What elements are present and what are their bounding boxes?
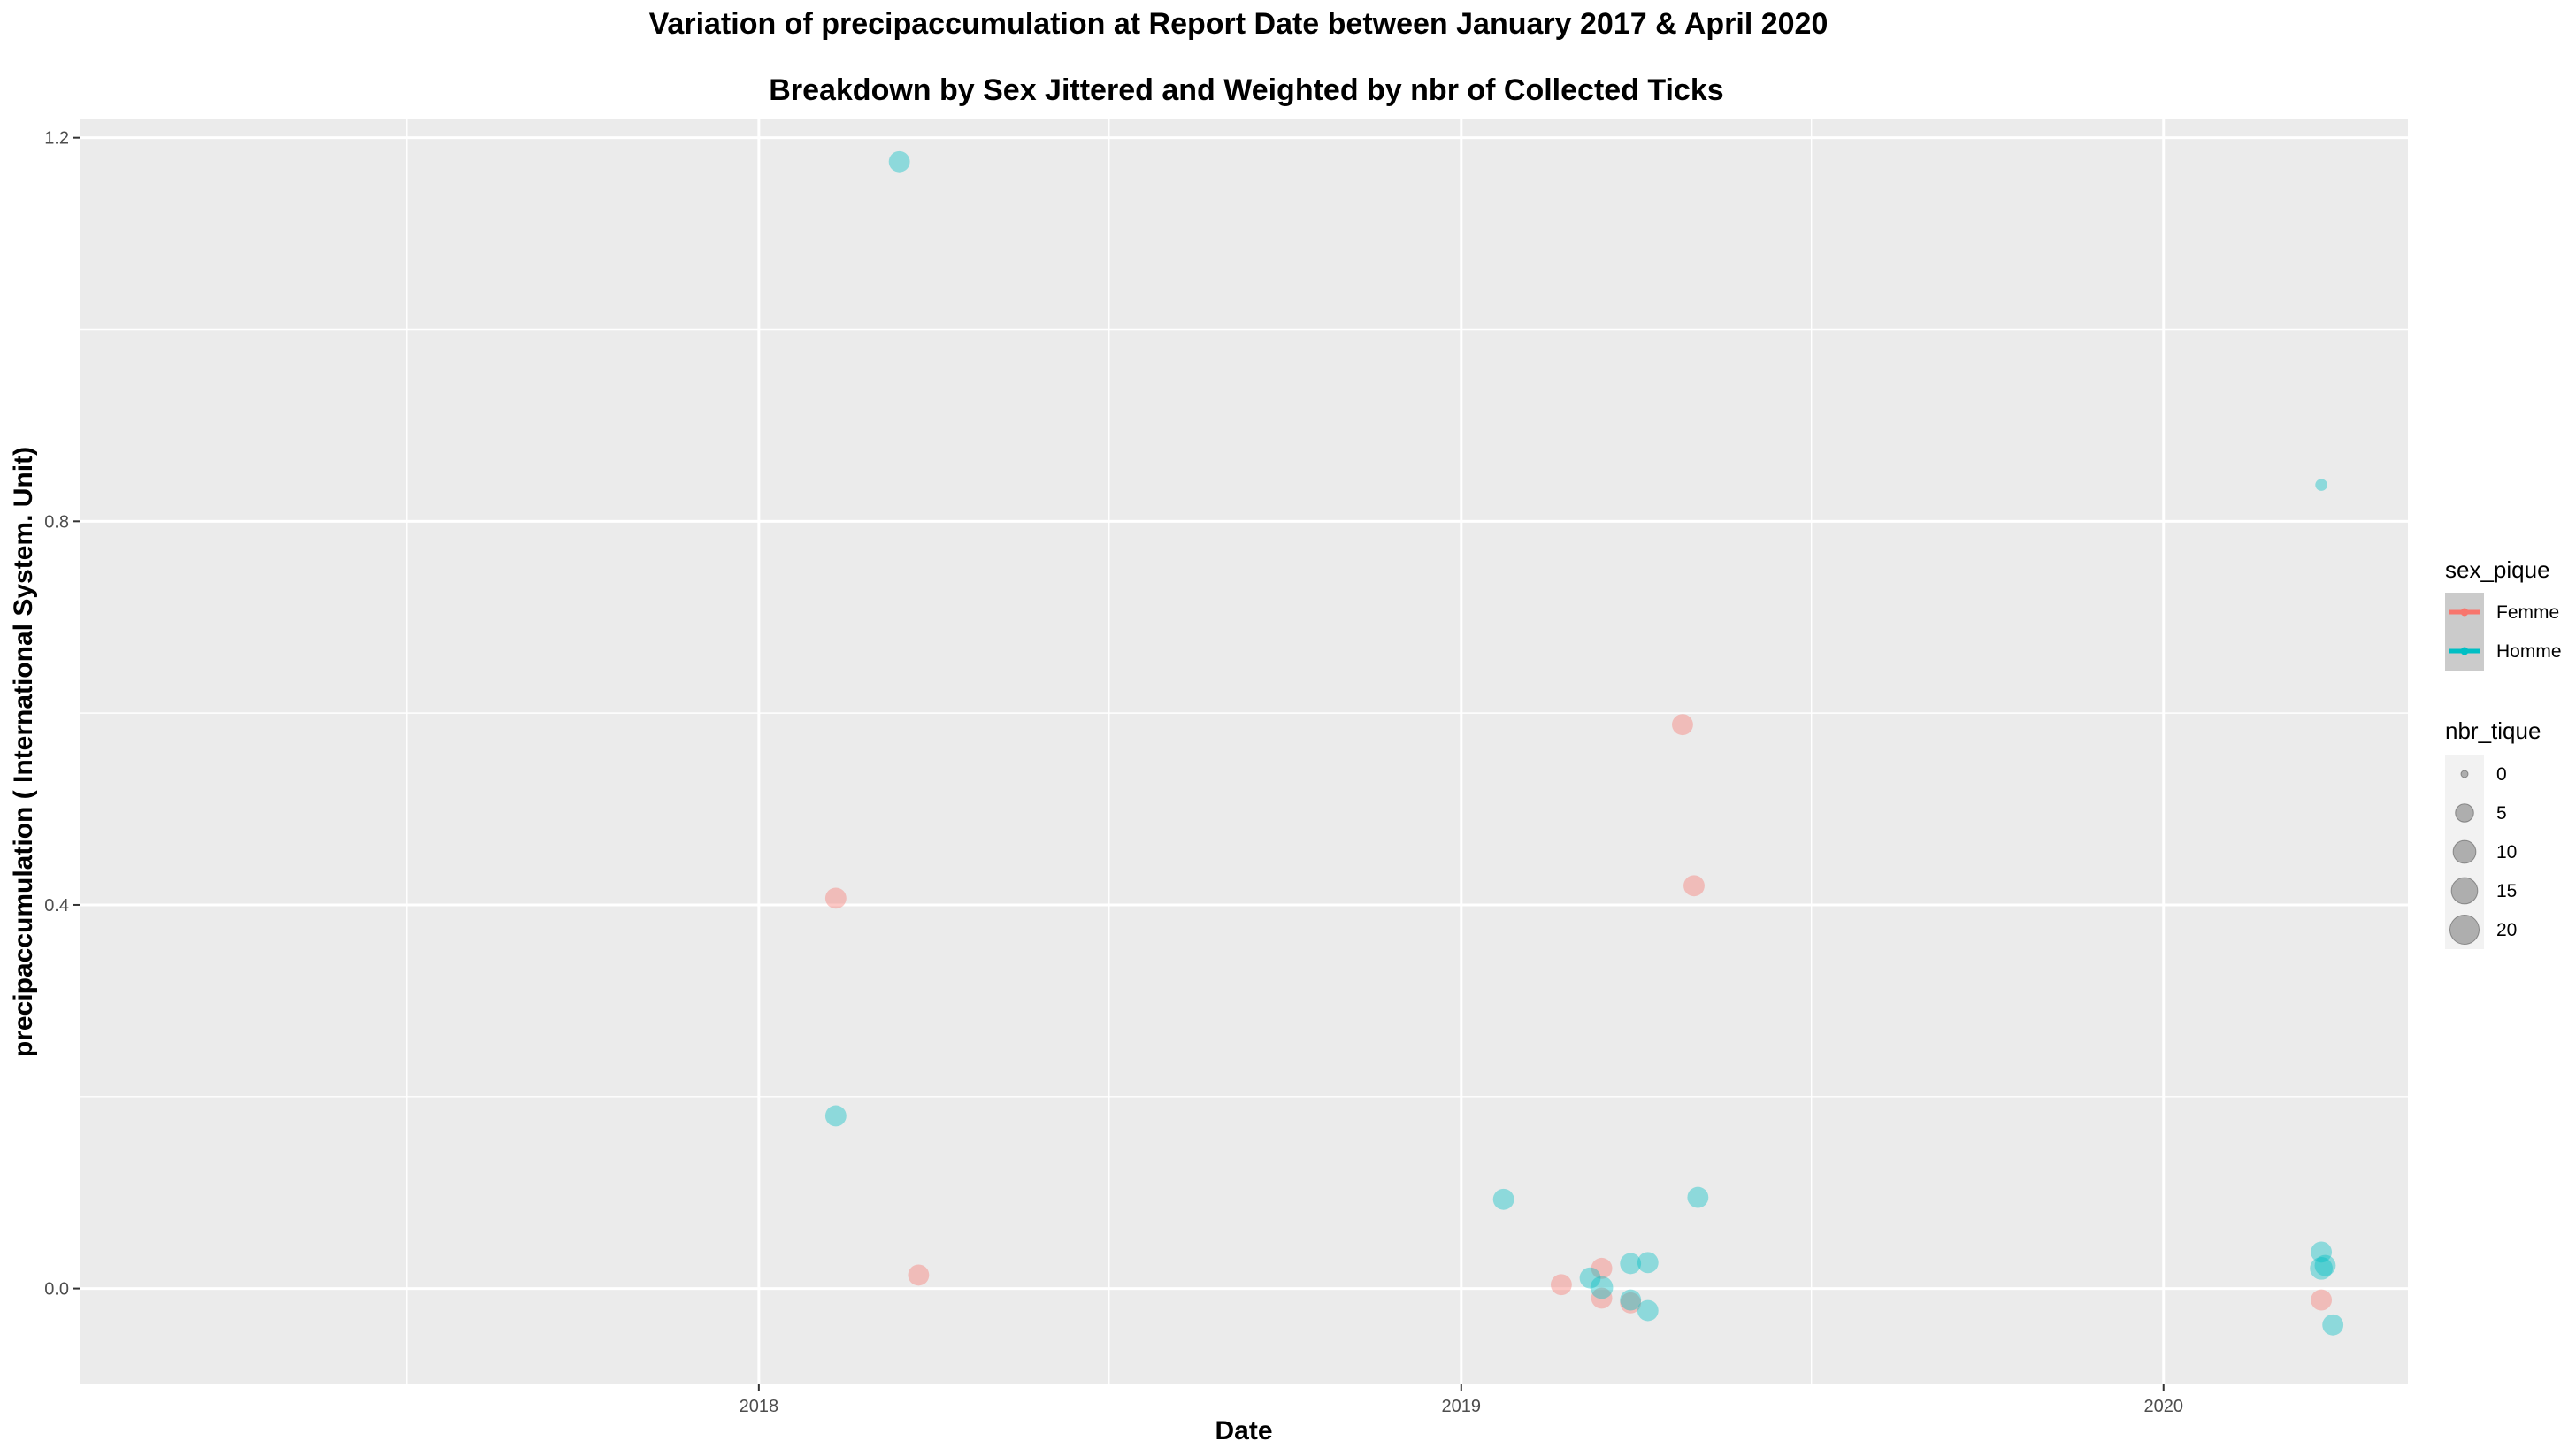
- grid-major-lines: [80, 119, 2408, 1384]
- legend-size-key-dot-10: [2452, 840, 2477, 864]
- legend-size-key-dot-15: [2450, 877, 2479, 905]
- point-homme-11: [2311, 1241, 2333, 1263]
- legend-label-homme: Homme: [2496, 641, 2562, 662]
- grid-minor-lines: [80, 119, 2408, 1384]
- x-axis: 2018 2019 2020: [740, 1384, 2183, 1416]
- legend-size-label-0: 0: [2496, 764, 2507, 785]
- legend-title-nbr-tique: nbr_tique: [2445, 717, 2541, 744]
- legend-label-femme: Femme: [2496, 602, 2559, 623]
- y-tick-label-2: 0.8: [44, 512, 69, 532]
- point-homme-13: [2314, 1254, 2336, 1276]
- point-homme-4: [1590, 1276, 1614, 1300]
- legend-size-label-15: 15: [2496, 881, 2517, 901]
- point-homme-2: [1492, 1188, 1514, 1210]
- legend-size-label-10: 10: [2496, 842, 2517, 862]
- y-tick-label-3: 1.2: [44, 129, 69, 149]
- legend-size-label-5: 5: [2496, 803, 2507, 824]
- x-tick-label-1: 2019: [1442, 1397, 1482, 1416]
- legend-sex-pique: sex_pique Femme Homme: [2445, 556, 2562, 671]
- point-femme-4: [1591, 1287, 1613, 1309]
- y-tick-label-1: 0.4: [44, 896, 69, 916]
- legend-nbr-tique: nbr_tique 0 5 10 15 20: [2445, 717, 2541, 949]
- point-homme-9: [1687, 1186, 1709, 1208]
- legend-size-key-bg-10: [2445, 832, 2484, 871]
- chart-subtitle: Breakdown by Sex Jittered and Weighted b…: [769, 73, 1723, 107]
- point-homme-3: [1579, 1267, 1601, 1289]
- point-femme-1: [908, 1264, 930, 1286]
- point-femme-0: [824, 887, 847, 909]
- legend-title-sex-pique: sex_pique: [2445, 556, 2550, 583]
- legend-size-key-dot-5: [2455, 803, 2474, 823]
- point-homme-0: [888, 150, 910, 172]
- x-tick-label-2: 2020: [2143, 1397, 2183, 1416]
- y-axis: 0.0 0.4 0.8 1.2: [44, 129, 80, 1300]
- data-points: [824, 150, 2344, 1336]
- legend-size-label-20: 20: [2496, 920, 2517, 940]
- x-tick-label-0: 2018: [740, 1397, 779, 1416]
- point-homme-8: [1637, 1300, 1659, 1322]
- point-homme-10: [2315, 479, 2327, 491]
- plot-panel: [80, 119, 2408, 1384]
- x-axis-title: Date: [1215, 1416, 1272, 1445]
- legend-size-key-dot-20: [2449, 914, 2480, 946]
- legend-size-key-bg-5: [2445, 794, 2484, 832]
- chart-title: Variation of precipaccumulation at Repor…: [649, 7, 1828, 41]
- point-homme-6: [1620, 1289, 1642, 1311]
- point-femme-3: [1591, 1257, 1613, 1279]
- legend-key-dot-femme: [2460, 608, 2469, 617]
- legend-size-key-bg-20: [2445, 910, 2484, 949]
- legend-key-dot-homme: [2460, 647, 2469, 656]
- y-axis-title: precipaccumulation ( International Syste…: [9, 447, 38, 1057]
- point-femme-5: [1620, 1292, 1642, 1314]
- point-homme-12: [2310, 1256, 2333, 1280]
- y-tick-label-0: 0.0: [44, 1280, 69, 1300]
- point-femme-8: [2311, 1289, 2333, 1311]
- legend-size-key-bg-0: [2445, 755, 2484, 794]
- point-homme-1: [824, 1105, 847, 1127]
- point-femme-6: [1672, 714, 1693, 736]
- point-femme-7: [1683, 875, 1705, 897]
- point-homme-5: [1620, 1253, 1642, 1275]
- point-femme-2: [1550, 1274, 1572, 1296]
- legend-size-key-dot-0: [2460, 770, 2469, 778]
- point-homme-14: [2322, 1314, 2344, 1336]
- point-homme-7: [1637, 1252, 1659, 1274]
